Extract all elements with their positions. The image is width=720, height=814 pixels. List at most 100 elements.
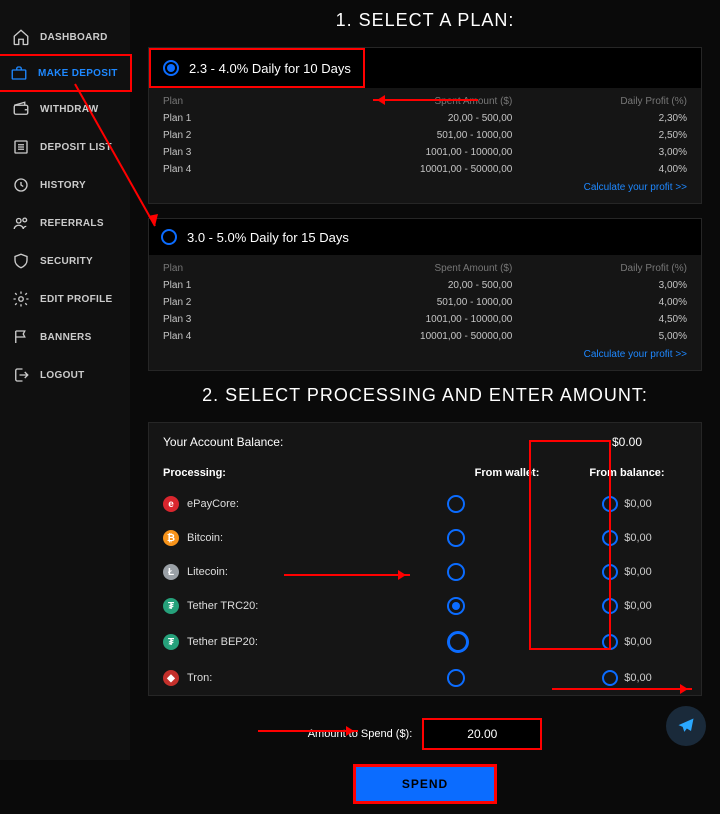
spend-button[interactable]: SPEND (353, 764, 497, 804)
balance-radio[interactable] (602, 564, 618, 580)
sidebar-item-label: DASHBOARD (40, 32, 108, 43)
processor-balance: $0,00 (624, 498, 652, 510)
processor-row: ₮Tether TRC20: $0,00 (149, 589, 701, 623)
plan-title: 2.3 - 4.0% Daily for 10 Days (189, 61, 351, 76)
bitcoin-icon: ₿ (163, 530, 179, 546)
wallet-icon (12, 100, 30, 118)
users-icon (12, 214, 30, 232)
col-plan: Plan (163, 263, 338, 274)
col-from-balance: From balance: (567, 467, 687, 479)
col-from-wallet: From wallet: (447, 467, 567, 479)
sidebar-item-label: REFERRALS (40, 218, 104, 229)
plan-table-head: Plan Spent Amount ($) Daily Profit (%) (149, 255, 701, 277)
briefcase-icon (10, 64, 28, 82)
sidebar-item-deposit-list[interactable]: DEPOSIT LIST (0, 128, 130, 166)
plan-row: Plan 31001,00 - 10000,003,00% (149, 144, 701, 161)
wallet-radio[interactable] (447, 631, 469, 653)
processor-row: ŁLitecoin: $0,00 (149, 555, 701, 589)
calc-profit-link[interactable]: Calculate your profit >> (149, 178, 701, 203)
processor-row: ◆ Tron: $0,00 (149, 661, 701, 695)
balance-radio[interactable] (602, 530, 618, 546)
sidebar-item-label: HISTORY (40, 180, 86, 191)
litecoin-icon: Ł (163, 564, 179, 580)
col-amount: Spent Amount ($) (338, 96, 513, 107)
processor-balance: $0,00 (624, 566, 652, 578)
sidebar-item-edit-profile[interactable]: EDIT PROFILE (0, 280, 130, 318)
processor-balance: $0,00 (624, 600, 652, 612)
balance-value: $0.00 (567, 435, 687, 449)
main-content: 1. SELECT A PLAN: 2.3 - 4.0% Daily for 1… (130, 0, 720, 814)
processing-head: Processing: From wallet: From balance: (149, 461, 701, 487)
plan-row: Plan 2501,00 - 1000,002,50% (149, 127, 701, 144)
sidebar-item-withdraw[interactable]: WITHDRAW (0, 90, 130, 128)
epaycore-icon: e (163, 496, 179, 512)
sidebar-item-logout[interactable]: LOGOUT (0, 356, 130, 394)
col-plan: Plan (163, 96, 338, 107)
amount-row: Amount to Spend ($): (148, 718, 702, 750)
plan-table-head: Plan Spent Amount ($) Daily Profit (%) (149, 88, 701, 110)
col-amount: Spent Amount ($) (338, 263, 513, 274)
flag-icon (12, 328, 30, 346)
sidebar-item-history[interactable]: HISTORY (0, 166, 130, 204)
plan-header[interactable]: 2.3 - 4.0% Daily for 10 Days (149, 48, 365, 88)
sidebar-item-label: EDIT PROFILE (40, 294, 113, 305)
processor-balance: $0,00 (624, 532, 652, 544)
plan-row: Plan 2501,00 - 1000,004,00% (149, 294, 701, 311)
col-profit: Daily Profit (%) (512, 96, 687, 107)
sidebar: DASHBOARD MAKE DEPOSIT WITHDRAW DEPOSIT … (0, 0, 130, 760)
logout-icon (12, 366, 30, 384)
sidebar-item-banners[interactable]: BANNERS (0, 318, 130, 356)
shield-icon (12, 252, 30, 270)
gear-icon (12, 290, 30, 308)
balance-radio[interactable] (602, 670, 618, 686)
tron-icon: ◆ (163, 670, 179, 686)
wallet-radio[interactable] (447, 597, 465, 615)
tether-icon: ₮ (163, 634, 179, 650)
processor-name: Tether BEP20: (187, 636, 258, 648)
radio-icon (163, 60, 179, 76)
processor-row: ₮ Tether BEP20: $0,00 (149, 623, 701, 661)
clock-icon (12, 176, 30, 194)
sidebar-item-label: DEPOSIT LIST (40, 142, 112, 153)
sidebar-item-label: LOGOUT (40, 370, 85, 381)
wallet-radio[interactable] (447, 563, 465, 581)
sidebar-item-label: SECURITY (40, 256, 93, 267)
balance-radio[interactable] (602, 496, 618, 512)
processor-row: ₿ Bitcoin: $0,00 (149, 521, 701, 555)
sidebar-item-dashboard[interactable]: DASHBOARD (0, 18, 130, 56)
plan-title: 3.0 - 5.0% Daily for 15 Days (187, 230, 349, 245)
home-icon (12, 28, 30, 46)
processor-row: e ePayCore: $0,00 (149, 487, 701, 521)
sidebar-item-make-deposit[interactable]: MAKE DEPOSIT (0, 54, 132, 92)
plan-row: Plan 120,00 - 500,002,30% (149, 110, 701, 127)
plan-header[interactable]: 3.0 - 5.0% Daily for 15 Days (149, 219, 701, 255)
amount-input[interactable] (422, 718, 542, 750)
processor-balance: $0,00 (624, 672, 652, 684)
processing-card: Your Account Balance: $0.00 Processing: … (148, 422, 702, 696)
plan-row: Plan 410001,00 - 50000,005,00% (149, 328, 701, 345)
amount-label: Amount to Spend ($): (308, 728, 413, 740)
plan-row: Plan 120,00 - 500,003,00% (149, 277, 701, 294)
plan-card: 3.0 - 5.0% Daily for 15 Days Plan Spent … (148, 218, 702, 371)
balance-radio[interactable] (602, 598, 618, 614)
radio-icon (161, 229, 177, 245)
sidebar-item-referrals[interactable]: REFERRALS (0, 204, 130, 242)
sidebar-item-label: WITHDRAW (40, 104, 99, 115)
processor-name: ePayCore: (187, 498, 239, 510)
tether-icon: ₮ (163, 598, 179, 614)
balance-radio[interactable] (602, 634, 618, 650)
sidebar-item-label: BANNERS (40, 332, 92, 343)
wallet-radio[interactable] (447, 495, 465, 513)
sidebar-item-security[interactable]: SECURITY (0, 242, 130, 280)
telegram-icon (676, 716, 696, 736)
calc-profit-link[interactable]: Calculate your profit >> (149, 345, 701, 370)
section-1-title: 1. SELECT A PLAN: (148, 10, 702, 31)
sidebar-item-label: MAKE DEPOSIT (38, 68, 118, 79)
wallet-radio[interactable] (447, 669, 465, 687)
processor-name: Tron: (187, 672, 212, 684)
wallet-radio[interactable] (447, 529, 465, 547)
processor-name: Bitcoin: (187, 532, 223, 544)
telegram-fab[interactable] (666, 706, 706, 746)
processor-balance: $0,00 (624, 636, 652, 648)
col-processing: Processing: (163, 467, 447, 479)
